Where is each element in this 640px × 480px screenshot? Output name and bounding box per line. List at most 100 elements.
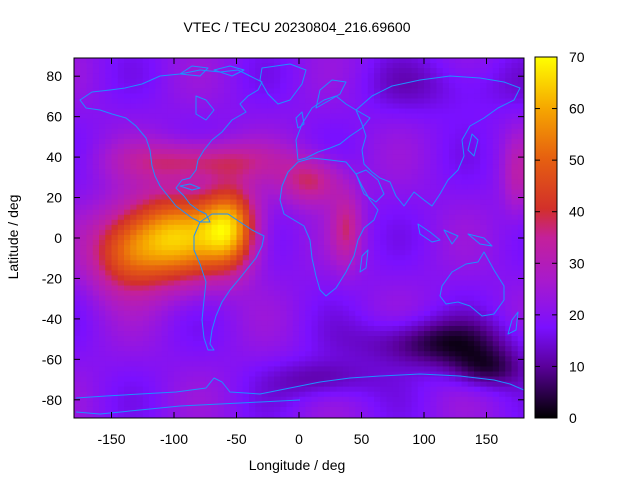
heatmap-cell [499, 149, 506, 155]
heatmap-cell [330, 138, 338, 145]
heatmap-cell [124, 371, 131, 378]
heatmap-cell [136, 346, 144, 352]
heatmap-cell [467, 93, 475, 100]
heatmap-cell [374, 189, 381, 196]
heatmap-cell [430, 159, 438, 165]
heatmap-cell [386, 83, 394, 89]
heatmap-cell [317, 336, 325, 342]
heatmap-cell [324, 209, 331, 216]
heatmap-cell [305, 351, 313, 357]
heatmap-cell [192, 138, 200, 145]
heatmap-cell [467, 351, 475, 357]
heatmap-cell [142, 154, 150, 160]
heatmap-cell [217, 154, 225, 160]
heatmap-cell [255, 255, 263, 261]
heatmap-cell [342, 295, 350, 302]
heatmap-cell [399, 58, 406, 64]
heatmap-cell [174, 406, 181, 413]
heatmap-cell [480, 401, 488, 408]
heatmap-cell [261, 325, 269, 332]
heatmap-cell [424, 265, 431, 271]
heatmap-cell [367, 108, 375, 115]
heatmap-cell [267, 113, 275, 120]
heatmap-cell [186, 58, 194, 64]
heatmap-cell [330, 315, 338, 322]
heatmap-cell [467, 194, 475, 201]
heatmap-cell [417, 386, 425, 393]
heatmap-cell [236, 199, 244, 206]
heatmap-cell [142, 295, 150, 302]
heatmap-cell [199, 73, 206, 79]
heatmap-cell [374, 108, 381, 115]
heatmap-cell [249, 194, 256, 201]
heatmap-cell [336, 295, 344, 302]
heatmap-cell [261, 204, 269, 211]
heatmap-cell [186, 219, 194, 226]
heatmap-cell [505, 189, 513, 196]
heatmap-cell [311, 154, 319, 160]
heatmap-cell [242, 376, 250, 383]
heatmap-cell [242, 300, 250, 307]
heatmap-cell [130, 128, 138, 135]
heatmap-cell [199, 103, 206, 110]
heatmap-cell [386, 214, 394, 221]
heatmap-cell [461, 224, 469, 231]
heatmap-cell [461, 234, 469, 241]
heatmap-cell [492, 290, 500, 297]
heatmap-cell [180, 351, 188, 357]
heatmap-cell [330, 341, 338, 347]
heatmap-cell [380, 209, 388, 216]
heatmap-cell [442, 143, 450, 150]
heatmap-cell [424, 356, 431, 362]
heatmap-cell [161, 396, 169, 403]
heatmap-cell [405, 204, 413, 211]
heatmap-cell [467, 113, 475, 120]
heatmap-cell [136, 386, 144, 393]
heatmap-cell [411, 391, 419, 398]
heatmap-cell [449, 103, 456, 110]
heatmap-cell [92, 270, 100, 277]
heatmap-cell [224, 133, 231, 140]
heatmap-cell [299, 194, 306, 201]
heatmap-cell [461, 255, 469, 261]
heatmap-cell [92, 275, 100, 282]
heatmap-cell [474, 149, 481, 155]
heatmap-cell [92, 325, 100, 332]
heatmap-cell [449, 154, 456, 160]
heatmap-cell [455, 123, 463, 130]
heatmap-cell [217, 189, 225, 196]
heatmap-cell [411, 209, 419, 216]
heatmap-cell [149, 98, 156, 105]
heatmap-cell [192, 401, 200, 408]
heatmap-cell [386, 189, 394, 196]
heatmap-cell [511, 346, 519, 352]
heatmap-cell [436, 209, 444, 216]
heatmap-cell [417, 184, 425, 191]
heatmap-cell [399, 285, 406, 292]
heatmap-cell [505, 341, 513, 347]
heatmap-cell [386, 240, 394, 246]
heatmap-cell [117, 229, 125, 236]
heatmap-cell [405, 154, 413, 160]
heatmap-cell [392, 396, 400, 403]
heatmap-cell [380, 108, 388, 115]
heatmap-cell [167, 224, 175, 231]
heatmap-cell [436, 219, 444, 226]
heatmap-cell [486, 189, 494, 196]
heatmap-cell [155, 169, 163, 175]
heatmap-cell [286, 280, 294, 287]
heatmap-cell [174, 315, 181, 322]
heatmap-cell [242, 234, 250, 241]
heatmap-cell [111, 265, 119, 271]
heatmap-cell [292, 290, 300, 297]
heatmap-cell [217, 371, 225, 378]
heatmap-cell [161, 174, 169, 180]
heatmap-cell [342, 138, 350, 145]
heatmap-cell [142, 209, 150, 216]
heatmap-cell [299, 209, 306, 216]
heatmap-cell [442, 189, 450, 196]
heatmap-cell [161, 108, 169, 115]
heatmap-cell [467, 325, 475, 332]
heatmap-cell [99, 285, 106, 292]
heatmap-cell [417, 325, 425, 332]
